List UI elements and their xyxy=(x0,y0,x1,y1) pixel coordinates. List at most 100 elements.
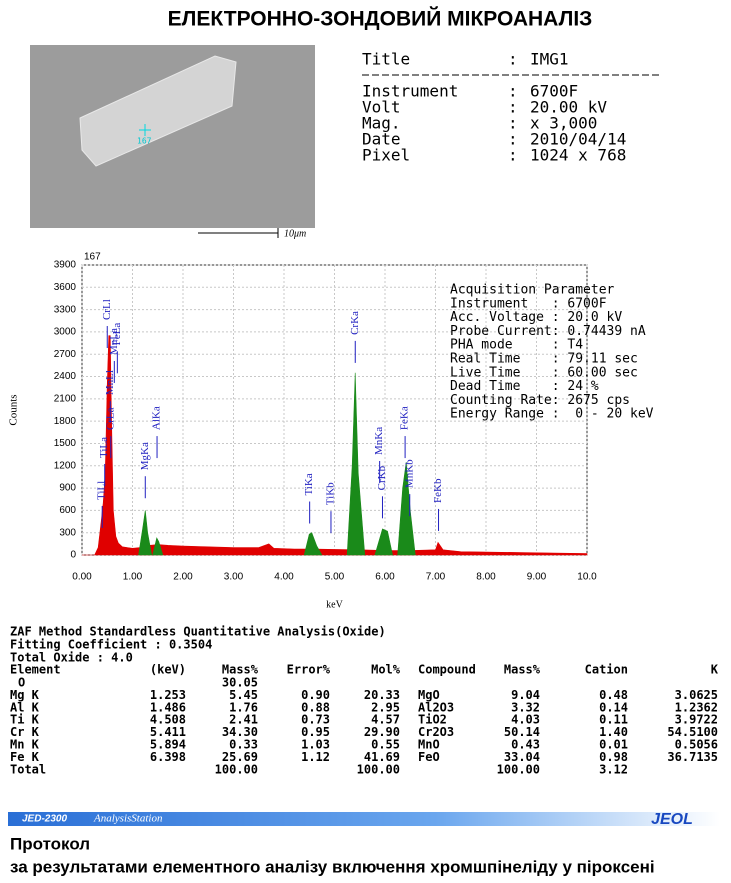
crystal-grain xyxy=(79,55,237,167)
info-sep: : xyxy=(508,50,518,69)
acquisition-line: Energy Range : 0 - 20 keV xyxy=(450,407,654,422)
acquisition-line: PHA mode : T4 xyxy=(450,338,583,353)
zaf-cell: MgO xyxy=(418,688,440,702)
y-tick-label: 0 xyxy=(70,550,76,561)
zaf-cell: MnO xyxy=(418,738,440,752)
info-label: Pixel xyxy=(362,146,410,165)
peak-area xyxy=(138,510,153,556)
info-label: Instrument xyxy=(362,82,458,101)
x-tick-label: 3.00 xyxy=(224,572,244,583)
zaf-cell: 0.43 xyxy=(511,738,540,752)
zaf-header-cell: Mass% xyxy=(222,663,259,677)
zaf-cell: 3.32 xyxy=(511,700,540,714)
info-label: Mag. xyxy=(362,114,401,133)
point-label: 167 xyxy=(137,137,152,146)
zaf-cell: 0.48 xyxy=(599,688,628,702)
zaf-cell: 6.398 xyxy=(150,750,186,764)
acquisition-line: Dead Time : 24 % xyxy=(450,379,599,394)
zaf-cell: 1.486 xyxy=(150,700,186,714)
info-value: x 3,000 xyxy=(530,114,597,133)
zaf-cell: 0.73 xyxy=(301,713,330,727)
zaf-cell: 3.9722 xyxy=(675,713,718,727)
zaf-header-cell: Element xyxy=(10,663,61,677)
y-tick-label: 2100 xyxy=(54,393,77,404)
zaf-header-cell: Compound xyxy=(418,663,476,677)
peak-area xyxy=(303,532,323,556)
y-axis-label: Counts xyxy=(8,394,20,425)
zaf-cell: 100.00 xyxy=(215,762,258,776)
zaf-cell: 54.5100 xyxy=(667,725,718,739)
peak-label: MnKb xyxy=(403,459,415,488)
peak-label: TiLa xyxy=(98,437,110,458)
zaf-cell: 36.7135 xyxy=(667,750,718,764)
zaf-cell: 0.01 xyxy=(599,738,628,752)
zaf-header-cell: Mol% xyxy=(371,663,401,677)
info-label: Volt xyxy=(362,98,401,117)
zaf-cell: 1.40 xyxy=(599,725,628,739)
zaf-cell: 1.12 xyxy=(301,750,330,764)
acquisition-line: Acc. Voltage : 20.0 kV xyxy=(450,310,622,325)
peak-label: MgKa xyxy=(139,442,151,470)
y-tick-label: 1200 xyxy=(54,460,77,471)
footer-bar xyxy=(8,812,720,826)
zaf-cell: 0.33 xyxy=(229,738,258,752)
peak-label: CrKb xyxy=(376,465,388,490)
zaf-cell: 1.2362 xyxy=(675,700,718,714)
zaf-cell: Fe K xyxy=(10,750,40,764)
zaf-cell: Total xyxy=(10,762,46,776)
zaf-cell: Al K xyxy=(10,700,40,714)
info-value: IMG1 xyxy=(530,50,569,69)
zaf-cell: 4.57 xyxy=(371,713,400,727)
peak-area xyxy=(374,528,393,556)
protocol-heading: Протокол xyxy=(10,834,90,853)
zaf-header-cell: Mass% xyxy=(504,663,541,677)
acquisition-line: Probe Current: 0.74439 nA xyxy=(450,324,646,339)
zaf-cell: Ti K xyxy=(10,713,40,727)
x-tick-label: 8.00 xyxy=(476,572,496,583)
y-tick-label: 900 xyxy=(59,483,76,494)
x-tick-label: 6.00 xyxy=(375,572,395,583)
zaf-cell: 5.411 xyxy=(150,725,186,739)
peak-area xyxy=(152,537,164,556)
brand-logo: JEOL xyxy=(651,811,693,828)
zaf-cell: 4.508 xyxy=(150,713,186,727)
peak-label: TiKa xyxy=(303,473,315,495)
peak-label: MnLl xyxy=(104,370,116,395)
peak-label: AlKa xyxy=(151,406,163,430)
info-label: Date xyxy=(362,130,401,149)
info-value: 6700F xyxy=(530,82,578,101)
info-label: Title xyxy=(362,50,410,69)
zaf-fitting: Fitting Coefficient : 0.3504 xyxy=(10,638,212,652)
y-tick-label: 1500 xyxy=(54,438,77,449)
protocol-caption: за результатами елементного аналізу вклю… xyxy=(10,857,655,876)
zaf-cell: 30.05 xyxy=(222,676,258,690)
y-tick-label: 3900 xyxy=(54,260,77,271)
zaf-cell: 25.69 xyxy=(222,750,258,764)
zaf-total-oxide: Total Oxide : 4.0 xyxy=(10,651,133,665)
peak-label: FeKb xyxy=(432,478,444,503)
zaf-cell: FeO xyxy=(418,750,440,764)
x-tick-label: 0.00 xyxy=(72,572,92,583)
zaf-cell: 0.55 xyxy=(371,738,400,752)
y-tick-label: 3300 xyxy=(54,304,77,315)
zaf-cell: Al2O3 xyxy=(418,700,454,714)
y-tick-label: 300 xyxy=(59,527,76,538)
x-tick-label: 5.00 xyxy=(325,572,345,583)
info-sep: : xyxy=(508,130,518,149)
peak-area xyxy=(346,372,366,556)
zaf-header-cell: Error% xyxy=(287,663,331,677)
peak-label: FeKa xyxy=(399,406,411,430)
zaf-cell: 29.90 xyxy=(364,725,400,739)
zaf-cell: 41.69 xyxy=(364,750,400,764)
zaf-cell: 4.03 xyxy=(511,713,540,727)
zaf-cell: 1.76 xyxy=(229,700,258,714)
zaf-cell: 1.03 xyxy=(301,738,330,752)
acquisition-line: Acquisition Parameter xyxy=(450,283,615,298)
zaf-cell: 2.41 xyxy=(229,713,258,727)
acquisition-line: Live Time : 60.00 sec xyxy=(450,365,638,380)
peak-label: CrLl xyxy=(101,299,113,320)
zaf-cell: 0.88 xyxy=(301,700,330,714)
y-tick-label: 2400 xyxy=(54,371,77,382)
zaf-cell: TiO2 xyxy=(418,713,447,727)
